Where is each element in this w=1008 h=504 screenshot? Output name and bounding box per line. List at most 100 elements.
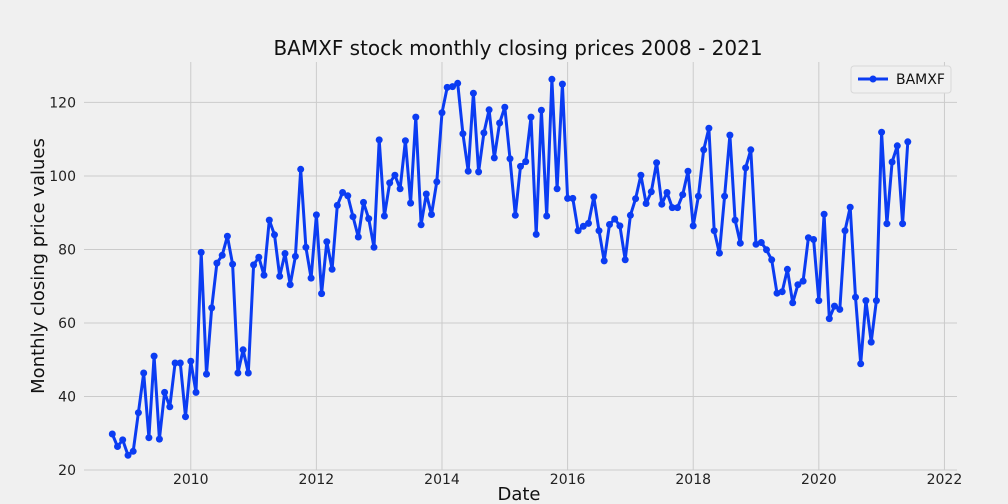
data-point [820,210,828,218]
data-point [553,185,561,193]
data-point [763,246,770,254]
data-point [632,195,640,203]
data-point [872,297,880,305]
data-point [810,236,818,243]
legend-label: BAMXF [896,72,945,88]
data-point [297,165,305,173]
data-point [642,200,650,207]
data-point [223,232,231,240]
data-point [234,369,242,377]
data-point [862,297,870,305]
data-point [789,299,797,307]
data-point [841,227,849,235]
data-point [140,369,148,377]
data-point [595,227,603,235]
data-point [778,288,786,296]
data-point [836,305,844,313]
data-point [171,359,179,367]
data-point [496,119,504,127]
y-tick-label: 120 [49,95,76,111]
data-point [511,211,519,219]
data-point [606,221,613,228]
data-point [412,113,420,121]
data-point [888,158,896,166]
data-point [119,436,127,444]
data-point [537,106,545,114]
data-point [490,154,498,162]
x-tick-label: 2016 [550,472,586,488]
data-point [590,193,598,201]
data-point [574,227,582,235]
data-point [281,250,289,257]
data-point [213,259,221,267]
data-point [548,75,556,83]
data-point [161,388,169,396]
data-point [700,146,708,154]
data-point [239,346,247,354]
data-point [129,447,137,455]
data-point [867,338,875,346]
data-point [428,211,435,218]
data-point [637,171,645,179]
x-tick-label: 2018 [675,472,711,488]
y-tick-label: 20 [58,463,76,479]
data-point [354,233,362,241]
data-point [579,222,587,230]
data-point [208,304,216,312]
data-point [694,192,702,200]
data-point [124,451,132,459]
data-point [585,219,592,227]
data-point [349,213,357,221]
data-point [197,248,205,256]
data-point [721,192,729,200]
data-point [558,80,566,88]
data-point [684,167,692,175]
data-point [386,179,394,187]
y-axis-label: Monthly closing price values [28,138,49,394]
data-point [626,211,634,219]
data-point [360,198,367,206]
data-point [260,271,268,279]
data-point [182,413,189,421]
data-point [422,190,430,198]
data-point [475,168,483,176]
data-point [433,178,441,186]
data-point [815,297,823,305]
chart-title: BAMXF stock monthly closing prices 2008 … [273,36,762,60]
data-point [726,131,734,139]
x-tick-label: 2022 [927,472,963,488]
y-tick-label: 80 [58,242,76,258]
data-point [543,212,551,220]
data-point [689,222,697,230]
data-point [265,216,273,224]
data-point [731,216,739,224]
data-point [757,239,765,246]
data-point [904,138,912,146]
data-point [611,215,619,223]
legend-marker [869,75,877,83]
legend: BAMXF [850,65,952,94]
data-point [846,203,854,211]
data-point [527,113,535,121]
data-point [878,128,886,136]
series-layer [108,75,912,459]
data-point [218,251,226,259]
data-point [616,222,624,230]
data-point [318,290,326,298]
data-point [501,103,509,111]
data-point [114,443,121,450]
data-point [705,124,713,132]
data-point [569,194,577,202]
data-point [485,106,493,114]
data-point [155,435,163,443]
y-tick-label: 60 [58,316,76,332]
data-point [203,370,210,378]
y-tick-label: 100 [49,169,76,185]
data-point [365,215,373,223]
data-point [674,204,681,212]
data-point [647,188,655,196]
data-point [255,253,263,261]
data-point [323,238,331,246]
legend-box [850,65,952,94]
